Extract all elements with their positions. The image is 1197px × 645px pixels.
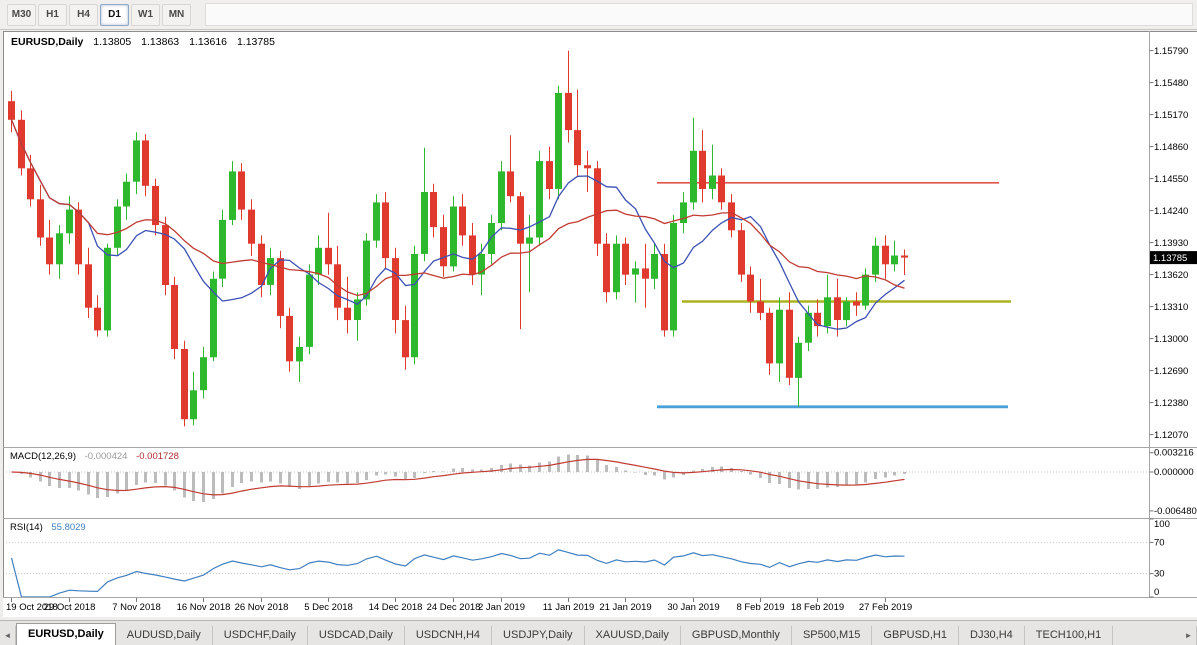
axis-label: 21 Jan 2019 (599, 602, 651, 613)
tab-eurusd-daily[interactable]: EURUSD,Daily (16, 623, 116, 645)
chart-close-value: 1.13785 (236, 36, 275, 48)
tab-tech100-h1[interactable]: TECH100,H1 (1025, 626, 1114, 645)
axis-label: 14 Dec 2018 (369, 602, 423, 613)
chart-symbol-label: EURUSD,Daily (11, 36, 84, 48)
axis-label: 1.15170 (1154, 110, 1188, 121)
axis-label: 26 Nov 2018 (235, 602, 289, 613)
toolbar-empty-area (205, 3, 1193, 26)
axis-label: -0.006480 (1154, 506, 1197, 517)
axis-label: 100 (1154, 519, 1170, 530)
rsi-name: RSI(14) (10, 522, 43, 533)
timeframe-toolbar: M30 H1 H4 D1 W1 MN (0, 0, 1197, 30)
axes: 1.15790 1.15480 1.15170 1.14860 1.14550 1.142… (3, 31, 1197, 613)
axis-label: 1.15480 (1154, 78, 1188, 89)
tab-dj30-h4[interactable]: DJ30,H4 (959, 626, 1025, 645)
trend-lines[interactable] (657, 182, 1011, 409)
axis-label: 7 Nov 2018 (112, 602, 161, 613)
axis-label: 29 Oct 2018 (44, 602, 96, 613)
axis-label: 1.13310 (1154, 302, 1188, 313)
tabs-container: EURUSD,Daily AUDUSD,Daily USDCHF,Daily USDC… (16, 623, 1181, 645)
axis-label: 1.15790 (1154, 46, 1188, 57)
timeframe-buttons: M30 H1 H4 D1 W1 MN (7, 3, 193, 26)
tab-usdcnh-h4[interactable]: USDCNH,H4 (405, 626, 493, 645)
axis-label: 1.13930 (1154, 238, 1188, 249)
tab-xauusd-daily[interactable]: XAUUSD,Daily (585, 626, 681, 645)
axis-label: 1.13785 (1153, 253, 1187, 264)
axis-label: 16 Nov 2018 (177, 602, 231, 613)
axis-label: 30 Jan 2019 (667, 602, 719, 613)
axis-label: 0 (1154, 587, 1159, 598)
axis-label: 70 (1154, 537, 1165, 548)
tab-scroll-right-icon[interactable]: ► (1181, 626, 1197, 645)
axis-label: 1.12070 (1154, 430, 1188, 441)
macd-indicator-title: MACD(12,26,9) -0.000424 -0.001728 (10, 451, 185, 462)
axis-label: 1.13620 (1154, 270, 1188, 281)
axis-label: 11 Jan 2019 (543, 602, 595, 613)
tab-usdjpy-daily[interactable]: USDJPY,Daily (492, 626, 585, 645)
tab-sp500-m15[interactable]: SP500,M15 (792, 626, 873, 645)
candles (8, 50, 908, 427)
axis-label: 1.13000 (1154, 334, 1188, 345)
macd-signal-value: -0.001728 (136, 451, 179, 462)
axis-label: 1.14860 (1154, 142, 1188, 153)
timeframe-button-m30[interactable]: M30 (7, 3, 36, 26)
chart-open-value: 1.13805 (93, 36, 132, 48)
axis-label: 27 Feb 2019 (859, 602, 912, 613)
axis-label: 18 Feb 2019 (791, 602, 844, 613)
tab-usdcad-daily[interactable]: USDCAD,Daily (308, 626, 405, 645)
tab-usdchf-daily[interactable]: USDCHF,Daily (213, 626, 308, 645)
timeframe-button-d1[interactable]: D1 (100, 3, 129, 26)
tab-gbpusd-monthly[interactable]: GBPUSD,Monthly (681, 626, 792, 645)
axis-label: 30 (1154, 569, 1165, 580)
axis-label: 1.12690 (1154, 366, 1188, 377)
axis-label: 0.000000 (1154, 467, 1194, 478)
axis-label: 5 Dec 2018 (304, 602, 353, 613)
chart-high-value: 1.13863 (141, 36, 180, 48)
macd-name: MACD(12,26,9) (10, 451, 76, 462)
indicator-panels (3, 454, 1150, 598)
moving-averages (10, 119, 905, 330)
axis-label: 2 Jan 2019 (478, 602, 525, 613)
tab-scroll-left-icon[interactable]: ◄ (0, 626, 16, 645)
rsi-value: 55.8029 (51, 522, 86, 533)
axis-label: 0.003216 (1154, 448, 1194, 459)
timeframe-button-w1[interactable]: W1 (131, 3, 160, 26)
macd-main-value: -0.000424 (84, 451, 128, 462)
timeframe-button-h4[interactable]: H4 (69, 3, 98, 26)
chart-low-value: 1.13616 (189, 36, 228, 48)
axis-label: 8 Feb 2019 (736, 602, 784, 613)
symbol-tabbar: ◄ EURUSD,Daily AUDUSD,Daily USDCHF,Daily US… (0, 620, 1197, 645)
axis-label: 1.14550 (1154, 174, 1188, 185)
current-price-box (1150, 251, 1197, 265)
chart-ohlc-header: EURUSD,Daily 1.13805 1.13863 1.13616 1.1… (11, 36, 282, 48)
price-chart-canvas[interactable]: 1.15790 1.15480 1.15170 1.14860 1.14550 1.142… (3, 31, 1197, 617)
axis-label: 1.14240 (1154, 206, 1188, 217)
timeframe-button-mn[interactable]: MN (162, 3, 191, 26)
timeframe-button-h1[interactable]: H1 (38, 3, 67, 26)
axis-label: 1.12380 (1154, 398, 1188, 409)
tab-audusd-daily[interactable]: AUDUSD,Daily (116, 626, 213, 645)
chart-window: 1.15790 1.15480 1.15170 1.14860 1.14550 1.142… (3, 31, 1197, 617)
axis-label: 24 Dec 2018 (427, 602, 481, 613)
axis-label: 19 Oct 2018 (6, 602, 58, 613)
rsi-indicator-title: RSI(14) 55.8029 (10, 522, 92, 533)
tab-gbpusd-h1[interactable]: GBPUSD,H1 (872, 626, 959, 645)
